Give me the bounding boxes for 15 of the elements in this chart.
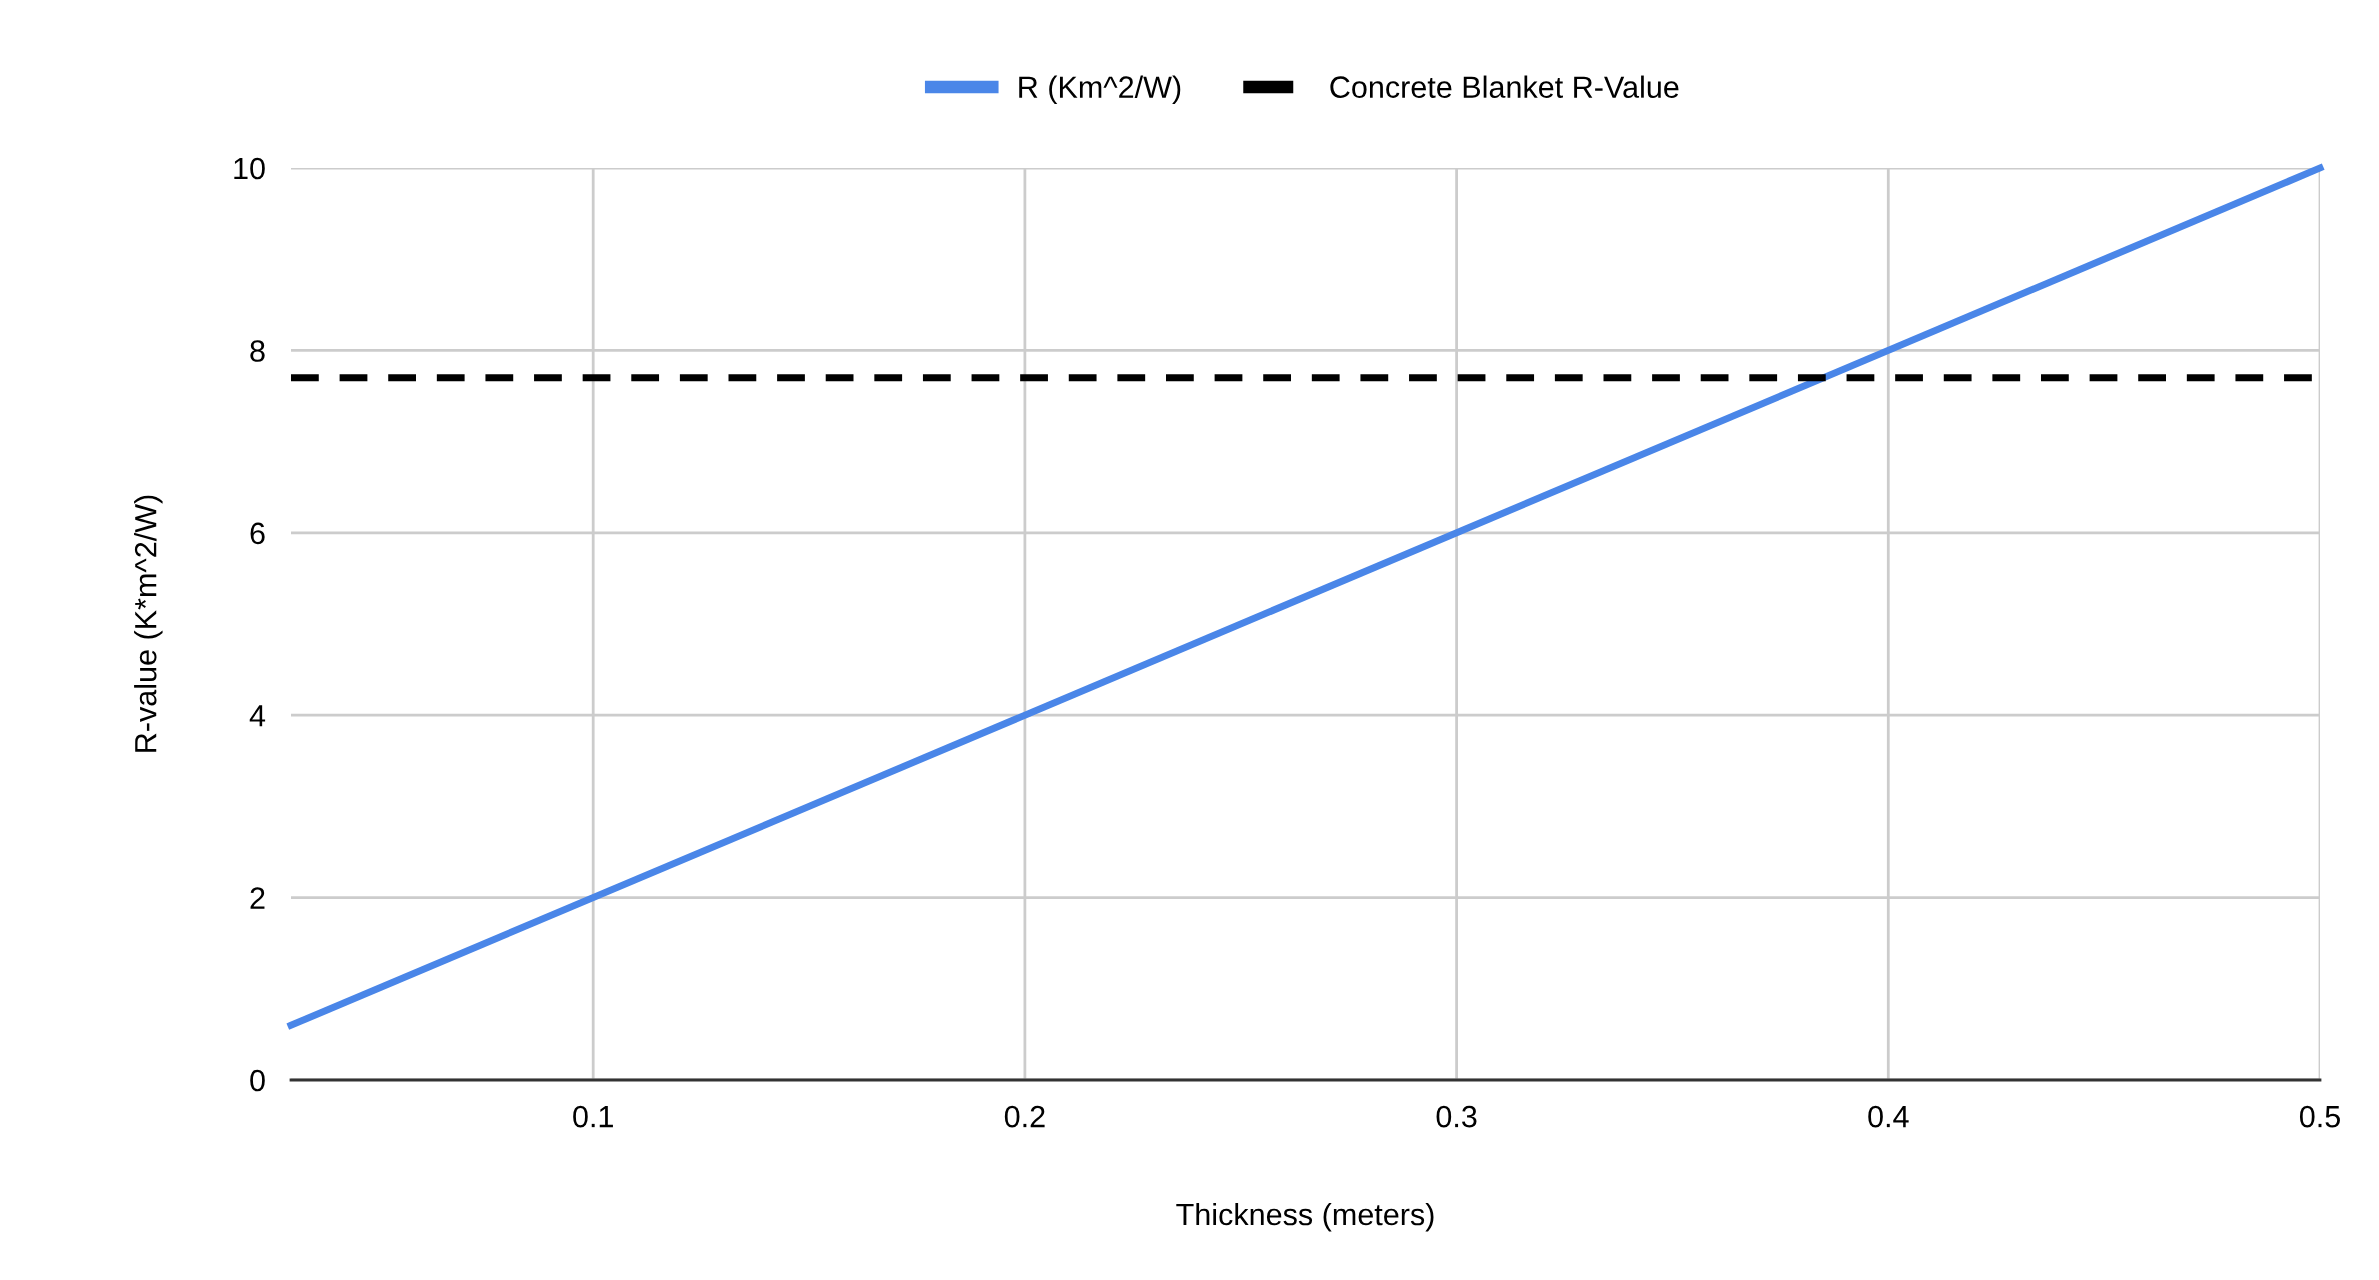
y-tick-label: 4: [249, 705, 266, 727]
x-tick-label: 0.4: [1868, 1105, 1909, 1128]
x-tick-label: 0.3: [1436, 1105, 1477, 1128]
y-tick-label: 0: [250, 1069, 265, 1092]
x-axis-title: Thickness (meters): [1176, 1202, 1434, 1232]
y-tick-label: 2: [250, 887, 265, 909]
legend-label: R (Km^2/W): [1019, 75, 1181, 105]
x-tick-label: 0.2: [1004, 1105, 1045, 1128]
legend-label: Concrete Blanket R-Value: [1330, 75, 1679, 98]
y-tick-label: 8: [250, 340, 265, 362]
x-tick-label: 0.1: [573, 1105, 613, 1128]
y-tick-label: 6: [250, 522, 265, 545]
x-tick-label: 0.5: [2299, 1105, 2340, 1128]
y-axis-title: R-value (K*m^2/W): [134, 495, 163, 752]
y-tick-label: 10: [234, 157, 265, 180]
